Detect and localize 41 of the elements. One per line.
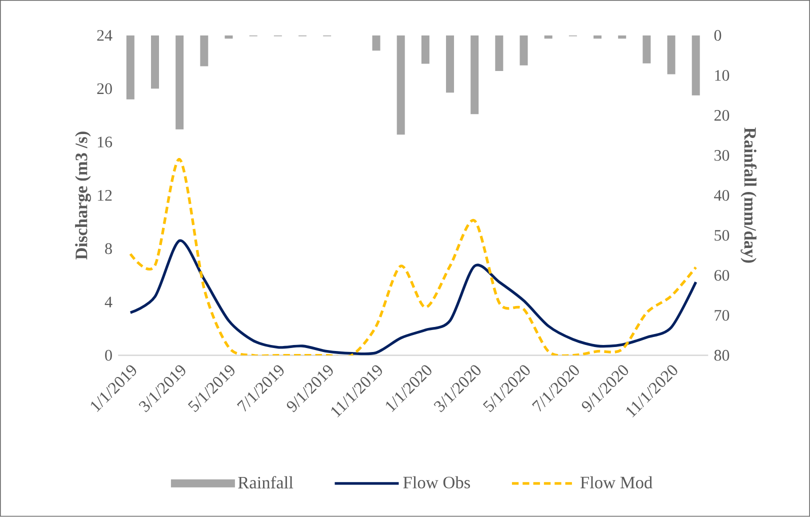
- y-tick-label: 12: [98, 190, 112, 201]
- bar: [396, 36, 405, 135]
- bar: [224, 36, 233, 39]
- legend-label: Flow Mod: [580, 476, 652, 489]
- y2-tick-label: 10: [715, 70, 730, 81]
- y2-tick-label: 80: [714, 350, 730, 361]
- y-tick-label: 4: [104, 296, 112, 308]
- bar: [544, 36, 552, 39]
- bar: [642, 36, 651, 64]
- bar: [618, 36, 626, 39]
- line-series: [129, 239, 698, 356]
- y2-tick-label: 70: [714, 310, 730, 321]
- y2-tick-label: 0: [714, 30, 722, 41]
- line-series: [129, 158, 698, 356]
- y2-tick-label: 30: [714, 150, 730, 161]
- bar: [176, 36, 184, 130]
- y2-tick-label: 40: [714, 190, 730, 201]
- bar: [667, 36, 676, 74]
- bar: [200, 36, 208, 66]
- y-axis-title: Discharge (m3 /s): [75, 132, 91, 260]
- bar: [470, 36, 479, 114]
- legend-label: Rainfall: [238, 476, 294, 489]
- y2-axis-title: Rainfall (mm/day): [740, 128, 757, 263]
- y2-tick-label: 50: [714, 230, 730, 241]
- y2-tick-label: 60: [714, 270, 730, 281]
- bar: [446, 36, 454, 93]
- bar: [126, 36, 134, 100]
- y-tick-label: 0: [105, 350, 112, 361]
- bar: [520, 36, 528, 66]
- bar: [150, 36, 159, 89]
- bar: [495, 36, 504, 72]
- y-tick-label: 20: [97, 83, 112, 94]
- y-tick-label: 24: [97, 30, 112, 41]
- y-tick-label: 16: [98, 136, 112, 148]
- y-tick-label: 8: [105, 243, 112, 254]
- bar: [594, 36, 602, 39]
- legend-label: Flow Obs: [403, 476, 470, 489]
- y2-tick-label: 20: [714, 110, 730, 121]
- bar: [692, 36, 700, 96]
- bar: [372, 36, 380, 51]
- bar: [421, 36, 430, 64]
